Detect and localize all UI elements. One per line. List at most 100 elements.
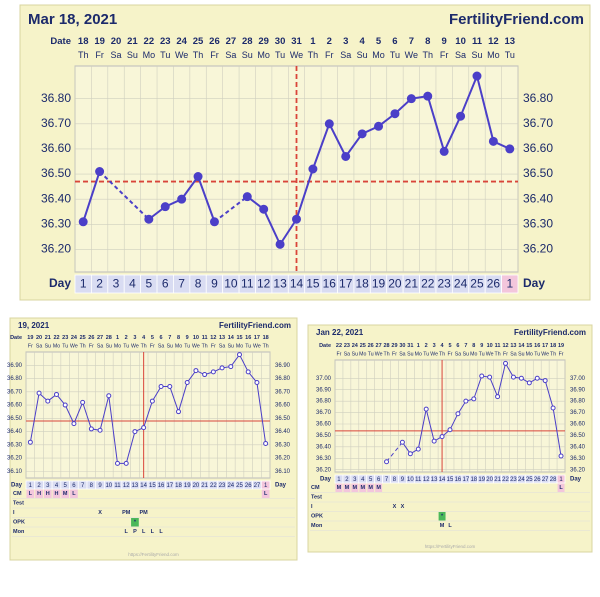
day: 13 — [431, 477, 438, 483]
temp-line — [29, 353, 267, 464]
temp-point — [228, 364, 234, 370]
temp-point — [399, 439, 405, 445]
y-tick-label: 36.60 — [316, 422, 332, 428]
row-label: Test — [311, 495, 322, 501]
y2-tick-label: 36.20 — [570, 467, 586, 473]
temp-point — [184, 380, 190, 386]
row-cell: PM — [140, 510, 149, 516]
row-label: CM — [13, 491, 22, 497]
weekday: Su — [127, 50, 138, 60]
day: 8 — [195, 277, 202, 291]
weekday: Mo — [487, 50, 500, 60]
date: 18 — [78, 36, 89, 47]
y2-tick-label: 36.30 — [275, 442, 291, 448]
weekday: Tu — [534, 351, 540, 357]
row-cell: M — [63, 491, 68, 497]
day: 20 — [193, 483, 200, 489]
date: 11 — [495, 343, 501, 349]
day: 6 — [72, 483, 76, 489]
y-tick-label: 36.40 — [41, 191, 71, 205]
temp-point — [149, 398, 155, 404]
y-tick-label: 36.50 — [316, 433, 332, 439]
temp-point — [219, 365, 225, 371]
weekday: Sa — [111, 50, 123, 60]
temp-point — [158, 383, 164, 389]
day: 3 — [353, 477, 357, 483]
cm-cell — [70, 489, 78, 498]
date: 24 — [176, 36, 187, 47]
day: 5 — [64, 483, 68, 489]
temp-point — [390, 109, 400, 119]
y-tick-label: 36.40 — [316, 444, 332, 450]
y-tick-label: 36.80 — [316, 399, 332, 405]
date: 14 — [518, 343, 525, 349]
day: 18 — [470, 477, 477, 483]
weekday: Tu — [275, 50, 285, 60]
row-cell: M — [368, 485, 373, 491]
temp-point — [341, 151, 351, 161]
date: 6 — [392, 36, 397, 47]
temp-point — [80, 399, 86, 405]
weekday: Su — [463, 351, 469, 357]
date: 10 — [455, 36, 466, 47]
day: 3 — [113, 277, 120, 291]
temp-point — [505, 144, 515, 154]
y2-tick-label: 36.60 — [523, 141, 553, 155]
row-cell: * — [441, 514, 444, 520]
day: 10 — [407, 477, 414, 483]
weekday: Fr — [150, 343, 155, 349]
row-cell: L — [448, 523, 452, 529]
weekday: Th — [78, 50, 89, 60]
temp-point — [384, 459, 390, 465]
y-tick-label: 37.00 — [316, 376, 332, 382]
day: 23 — [219, 483, 226, 489]
day: 26 — [487, 277, 501, 291]
temp-point — [534, 375, 540, 381]
date: 19 — [94, 36, 105, 47]
weekday: Sa — [455, 351, 461, 357]
date: 29 — [258, 36, 269, 47]
date: 7 — [464, 343, 467, 349]
date: 10 — [487, 343, 493, 349]
day: 22 — [502, 477, 509, 483]
y-tick-label: 36.20 — [7, 456, 23, 462]
day: 16 — [323, 277, 337, 291]
day: 20 — [486, 477, 493, 483]
day: 14 — [290, 277, 304, 291]
y2-tick-label: 36.50 — [523, 166, 553, 180]
y-tick-label: 36.10 — [7, 469, 23, 475]
weekday: Mo — [53, 343, 60, 349]
day: 27 — [542, 477, 549, 483]
temp-point — [167, 383, 173, 389]
y2-tick-label: 36.80 — [570, 399, 586, 405]
temp-point — [495, 394, 501, 400]
temp-point — [487, 374, 493, 380]
row-cell: L — [559, 485, 563, 491]
temp-point — [245, 369, 251, 375]
date: 26 — [368, 343, 374, 349]
date: 8 — [177, 335, 180, 341]
temp-point — [518, 375, 524, 381]
date: 31 — [291, 36, 302, 47]
row-cell: L — [151, 529, 155, 535]
weekday: Th — [384, 351, 390, 357]
temp-point — [558, 453, 564, 459]
date-label: Date — [50, 36, 71, 47]
weekday: Su — [407, 351, 413, 357]
day-cell — [556, 474, 566, 484]
day: 2 — [96, 277, 103, 291]
weekday: Mo — [359, 351, 366, 357]
weekday: Fr — [95, 50, 104, 60]
y-tick-label: 36.30 — [7, 442, 23, 448]
temp-point — [193, 172, 203, 182]
day: 13 — [132, 483, 139, 489]
date: 27 — [97, 335, 103, 341]
cm-cell — [343, 483, 351, 492]
temp-point — [254, 380, 260, 386]
row-cell: L — [125, 529, 129, 535]
y2-tick-label: 36.70 — [570, 410, 586, 416]
y2-tick-label: 36.20 — [523, 242, 553, 256]
day: 5 — [145, 277, 152, 291]
date: 27 — [376, 343, 382, 349]
